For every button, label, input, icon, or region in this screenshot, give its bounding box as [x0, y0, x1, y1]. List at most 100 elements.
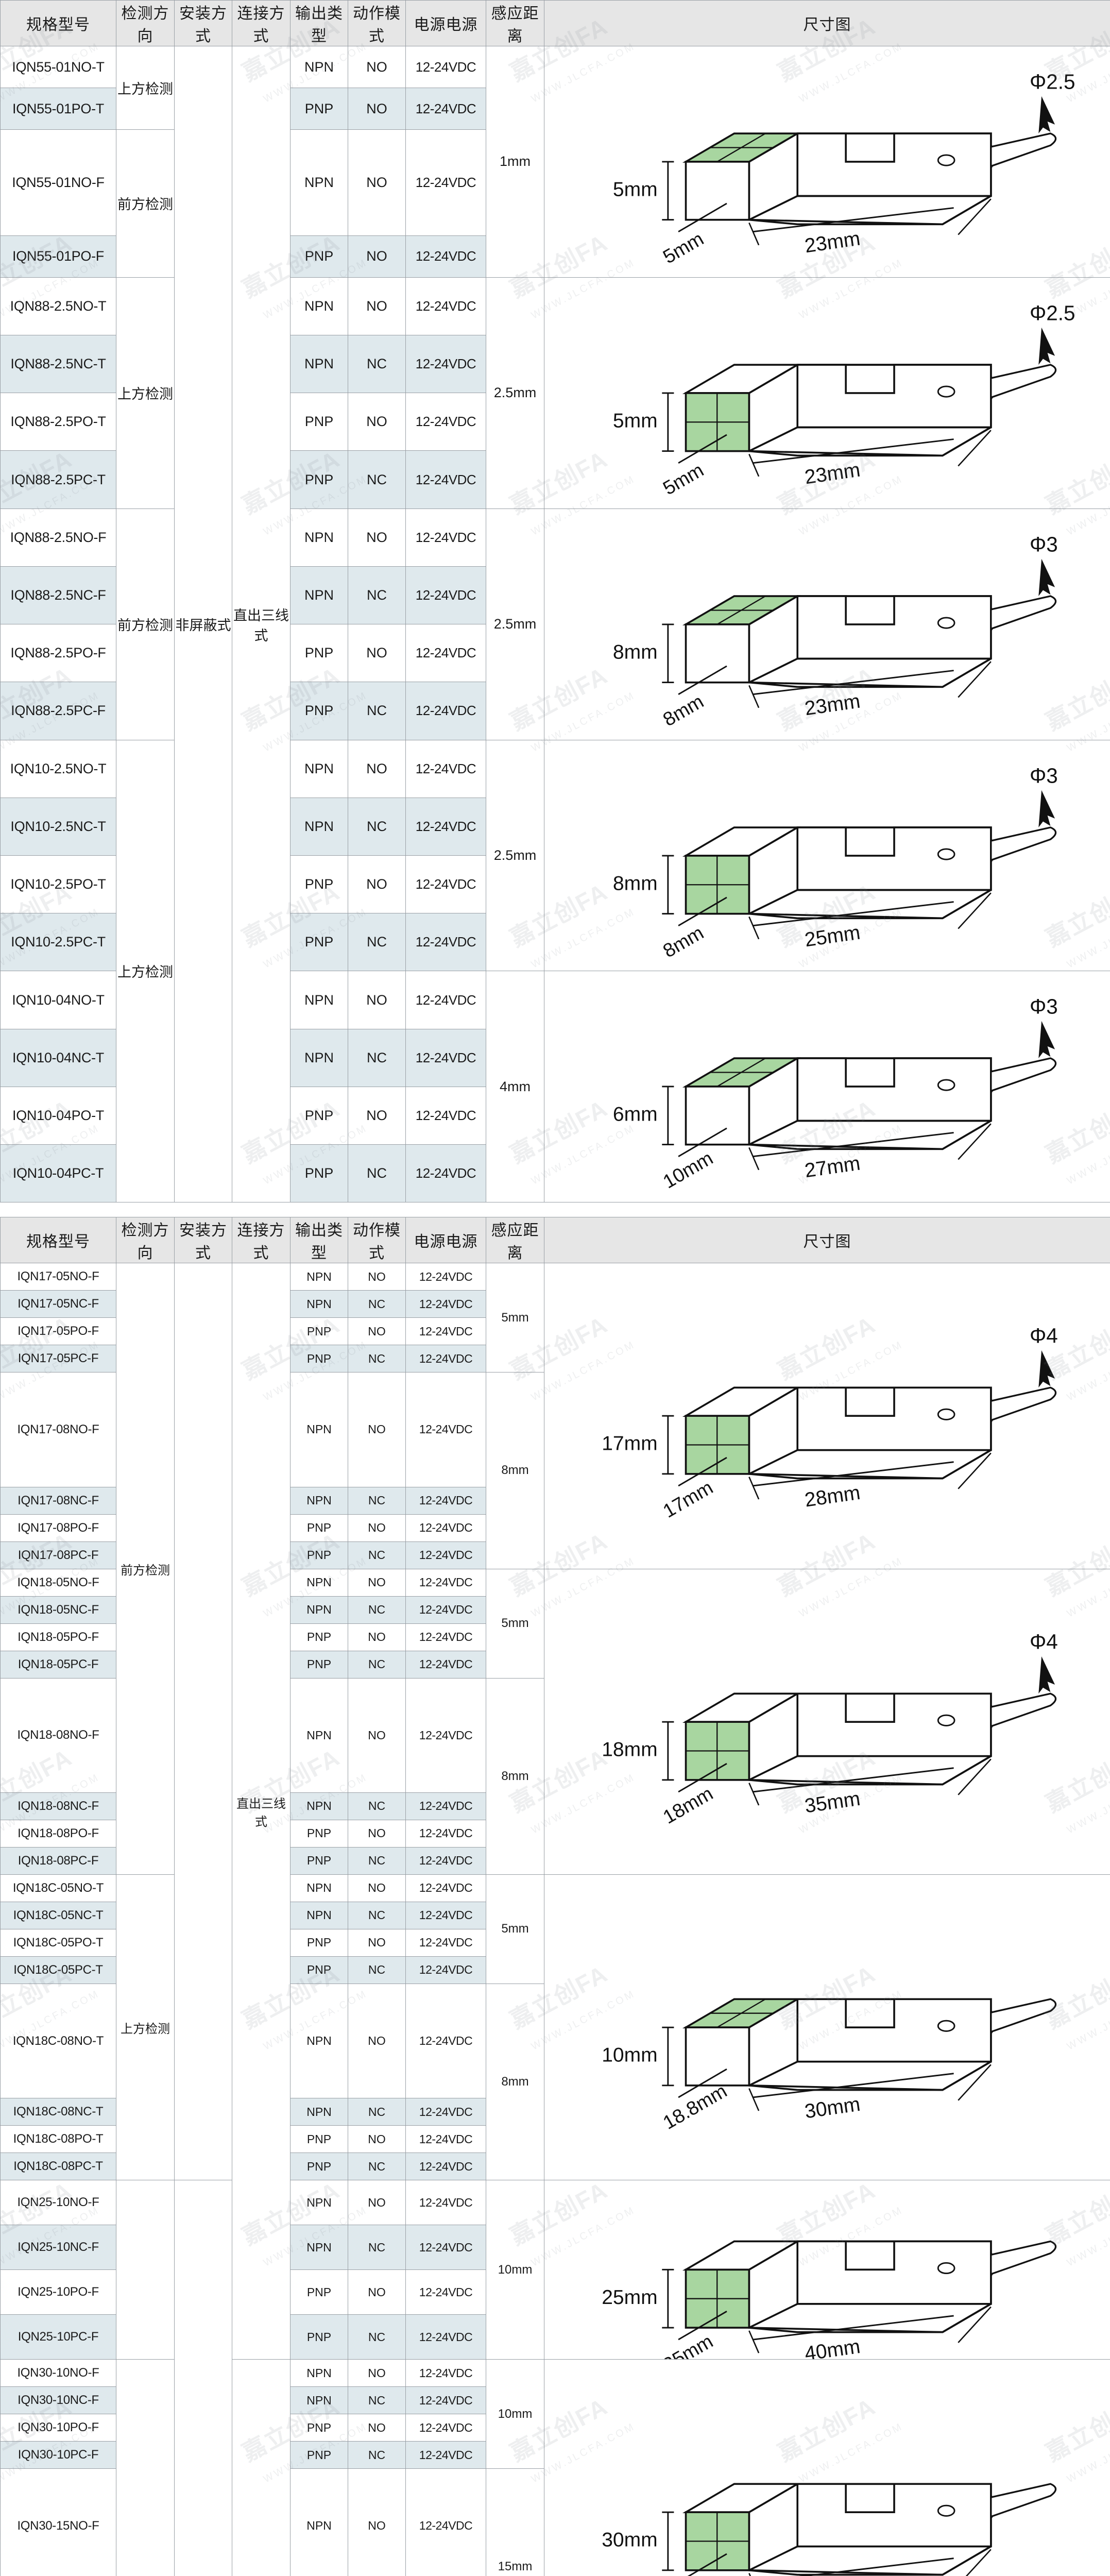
- model-cell[interactable]: IQN88-2.5NC-T: [1, 335, 116, 393]
- dimension-drawing-svg: 5mm 5mm 23mm Φ2.5: [544, 46, 1110, 277]
- model-cell[interactable]: IQN18C-05PO-T: [1, 1929, 116, 1956]
- model-cell[interactable]: IQN25-10NO-F: [1, 2180, 116, 2225]
- model-cell[interactable]: IQN88-2.5NO-F: [1, 509, 116, 566]
- action-mode-cell: NO: [348, 624, 406, 682]
- model-cell[interactable]: IQN18-08NC-F: [1, 1792, 116, 1820]
- power-supply-cell: 12-24VDC: [406, 1541, 486, 1569]
- action-mode-cell: NO: [348, 509, 406, 566]
- output-type-cell: NPN: [291, 2098, 348, 2126]
- model-cell[interactable]: IQN17-05NO-F: [1, 1263, 116, 1291]
- model-cell[interactable]: IQN17-05PC-F: [1, 1345, 116, 1372]
- output-type-cell: PNP: [291, 1929, 348, 1956]
- model-cell[interactable]: IQN25-10NC-F: [1, 2225, 116, 2270]
- model-cell[interactable]: IQN10-2.5NO-T: [1, 740, 116, 798]
- power-supply-cell: 12-24VDC: [406, 1263, 486, 1291]
- model-cell[interactable]: IQN30-10PC-F: [1, 2442, 116, 2469]
- model-cell[interactable]: IQN25-10PC-F: [1, 2315, 116, 2360]
- model-cell[interactable]: IQN25-10PO-F: [1, 2270, 116, 2315]
- model-cell[interactable]: IQN18-08PC-F: [1, 1847, 116, 1874]
- detect-direction-cell: 上方检测: [116, 277, 175, 509]
- model-cell[interactable]: IQN10-2.5PC-T: [1, 913, 116, 971]
- model-cell[interactable]: IQN10-04PC-T: [1, 1145, 116, 1202]
- action-mode-cell: NO: [348, 1929, 406, 1956]
- power-supply-cell: 12-24VDC: [406, 509, 486, 566]
- output-type-cell: PNP: [291, 235, 348, 277]
- model-cell[interactable]: IQN18-05NO-F: [1, 1569, 116, 1596]
- output-type-cell: NPN: [291, 1291, 348, 1318]
- sensing-distance-cell: 4mm: [486, 971, 544, 1202]
- model-cell[interactable]: IQN30-10PO-F: [1, 2414, 116, 2442]
- output-type-cell: PNP: [291, 1145, 348, 1202]
- output-type-cell: PNP: [291, 1956, 348, 1984]
- model-cell[interactable]: IQN30-10NO-F: [1, 2360, 116, 2387]
- action-mode-cell: NO: [348, 1514, 406, 1541]
- power-supply-cell: 12-24VDC: [406, 1984, 486, 2098]
- svg-text:5mm: 5mm: [659, 459, 707, 499]
- action-mode-cell: NC: [348, 798, 406, 855]
- model-cell[interactable]: IQN30-10NC-F: [1, 2387, 116, 2414]
- output-type-cell: NPN: [291, 971, 348, 1029]
- model-cell[interactable]: IQN17-05NC-F: [1, 1291, 116, 1318]
- model-cell[interactable]: IQN88-2.5PO-T: [1, 393, 116, 451]
- model-cell[interactable]: IQN18C-05NO-T: [1, 1874, 116, 1902]
- model-cell[interactable]: IQN18-05NC-F: [1, 1596, 116, 1623]
- table-separator: [0, 1202, 1110, 1217]
- power-supply-cell: 12-24VDC: [406, 88, 486, 130]
- model-cell[interactable]: IQN10-2.5NC-T: [1, 798, 116, 855]
- action-mode-cell: NC: [348, 1029, 406, 1087]
- model-cell[interactable]: IQN18C-05PC-T: [1, 1956, 116, 1984]
- model-cell[interactable]: IQN10-04NO-T: [1, 971, 116, 1029]
- model-cell[interactable]: IQN18C-08NC-T: [1, 2098, 116, 2126]
- action-mode-cell: NC: [348, 1487, 406, 1514]
- svg-text:23mm: 23mm: [804, 690, 862, 720]
- model-cell[interactable]: IQN10-2.5PO-T: [1, 855, 116, 913]
- output-type-cell: PNP: [291, 2126, 348, 2153]
- model-cell[interactable]: IQN10-04NC-T: [1, 1029, 116, 1087]
- action-mode-cell: NC: [348, 1902, 406, 1929]
- model-cell[interactable]: IQN88-2.5NO-T: [1, 277, 116, 335]
- model-cell[interactable]: IQN17-08NC-F: [1, 1487, 116, 1514]
- model-cell[interactable]: IQN17-08NO-F: [1, 1372, 116, 1487]
- output-type-cell: NPN: [291, 2469, 348, 2576]
- model-cell[interactable]: IQN88-2.5PO-F: [1, 624, 116, 682]
- action-mode-cell: NO: [348, 1087, 406, 1144]
- model-cell[interactable]: IQN18C-08PC-T: [1, 2153, 116, 2180]
- output-type-cell: NPN: [291, 1487, 348, 1514]
- output-type-cell: PNP: [291, 913, 348, 971]
- sensing-distance-cell: 15mm: [486, 2469, 544, 2576]
- col-header-mount: 安装方式: [175, 1, 232, 46]
- model-cell[interactable]: IQN18-05PO-F: [1, 1623, 116, 1651]
- model-cell[interactable]: IQN18-08NO-F: [1, 1678, 116, 1792]
- model-cell[interactable]: IQN30-15NO-F: [1, 2469, 116, 2576]
- power-supply-cell: 12-24VDC: [406, 1623, 486, 1651]
- output-type-cell: PNP: [291, 1087, 348, 1144]
- model-cell[interactable]: IQN18-05PC-F: [1, 1651, 116, 1678]
- model-cell[interactable]: IQN18C-08NO-T: [1, 1984, 116, 2098]
- model-cell[interactable]: IQN55-01PO-T: [1, 88, 116, 130]
- output-type-cell: PNP: [291, 2270, 348, 2315]
- model-cell[interactable]: IQN17-08PO-F: [1, 1514, 116, 1541]
- model-cell[interactable]: IQN17-05PO-F: [1, 1318, 116, 1345]
- power-supply-cell: 12-24VDC: [406, 2270, 486, 2315]
- model-cell[interactable]: IQN17-08PC-F: [1, 1541, 116, 1569]
- model-cell[interactable]: IQN18-08PO-F: [1, 1820, 116, 1847]
- sensing-distance-cell: 8mm: [486, 1372, 544, 1569]
- model-cell[interactable]: IQN10-04PO-T: [1, 1087, 116, 1144]
- model-cell[interactable]: IQN88-2.5PC-F: [1, 682, 116, 740]
- output-type-cell: NPN: [291, 130, 348, 236]
- model-cell[interactable]: IQN18C-08PO-T: [1, 2126, 116, 2153]
- model-cell[interactable]: IQN55-01NO-F: [1, 130, 116, 236]
- output-type-cell: NPN: [291, 335, 348, 393]
- dimension-drawing-svg: 18mm 18mm 35mm Φ4: [544, 1569, 1110, 1874]
- model-cell[interactable]: IQN55-01NO-T: [1, 46, 116, 88]
- model-cell[interactable]: IQN88-2.5PC-T: [1, 451, 116, 509]
- model-cell[interactable]: IQN88-2.5NC-F: [1, 566, 116, 624]
- output-type-cell: NPN: [291, 1263, 348, 1291]
- connection-type-cell: [232, 2360, 291, 2576]
- col-header-connection: 连接方式: [232, 1, 291, 46]
- model-cell[interactable]: IQN18C-05NC-T: [1, 1902, 116, 1929]
- model-cell[interactable]: IQN55-01PO-F: [1, 235, 116, 277]
